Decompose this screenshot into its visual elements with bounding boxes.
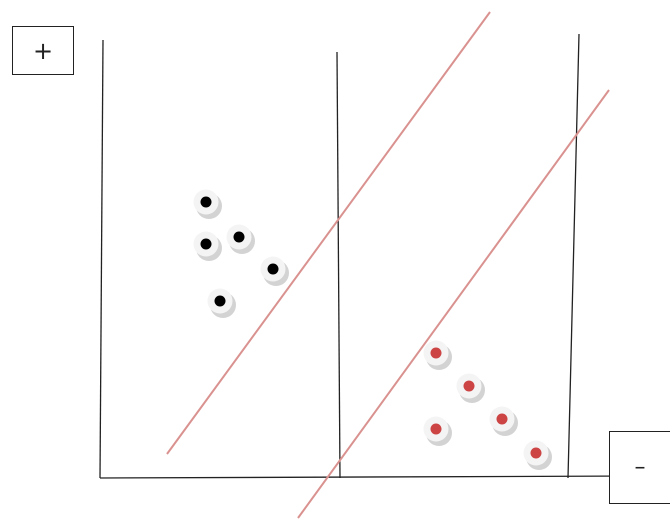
positive-class-label: + [32, 36, 54, 65]
positive-point [226, 224, 255, 254]
vertical-divider-middle [336, 51, 341, 479]
positive-point [193, 231, 222, 261]
negative-point [423, 416, 452, 446]
positive-points [193, 189, 289, 318]
vertical-divider-right [567, 33, 580, 479]
positive-point [260, 256, 289, 286]
y-axis-line [99, 39, 104, 479]
positive-point [193, 189, 222, 219]
negative-class-label: – [634, 455, 646, 480]
positive-point [207, 288, 236, 318]
negative-point [423, 340, 452, 370]
margin-line-upper [166, 11, 491, 455]
margin-line-lower [297, 89, 610, 519]
negative-point [456, 373, 485, 403]
negative-points [423, 340, 552, 470]
x-axis-line [99, 475, 641, 479]
positive-class-label-box: + [12, 26, 74, 75]
negative-class-label-box: – [609, 431, 670, 504]
negative-point [523, 440, 552, 470]
negative-point [489, 406, 518, 436]
